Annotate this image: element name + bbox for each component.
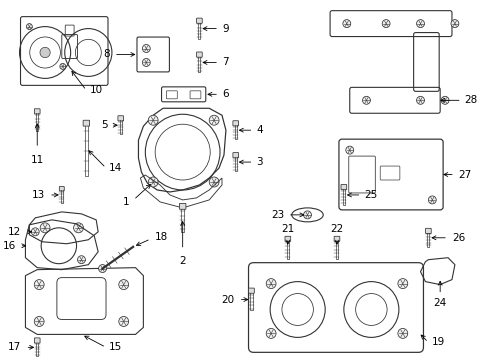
Text: 24: 24 bbox=[434, 298, 447, 307]
FancyBboxPatch shape bbox=[34, 109, 40, 114]
Circle shape bbox=[343, 20, 351, 28]
Circle shape bbox=[34, 316, 44, 327]
Circle shape bbox=[31, 228, 39, 236]
Text: 15: 15 bbox=[109, 342, 122, 352]
Text: 10: 10 bbox=[89, 85, 102, 95]
Circle shape bbox=[266, 328, 276, 338]
Text: 17: 17 bbox=[8, 342, 22, 352]
Text: 28: 28 bbox=[465, 95, 478, 105]
Text: 3: 3 bbox=[256, 157, 263, 167]
Circle shape bbox=[209, 177, 219, 187]
Circle shape bbox=[398, 328, 408, 338]
FancyBboxPatch shape bbox=[233, 153, 239, 158]
Circle shape bbox=[40, 223, 50, 233]
Text: 2: 2 bbox=[179, 256, 186, 266]
Circle shape bbox=[119, 280, 129, 289]
Text: 12: 12 bbox=[8, 227, 22, 237]
Text: 1: 1 bbox=[123, 197, 130, 207]
Text: 22: 22 bbox=[330, 224, 343, 234]
Circle shape bbox=[143, 58, 150, 67]
Circle shape bbox=[451, 20, 459, 28]
Text: 19: 19 bbox=[432, 337, 445, 347]
Circle shape bbox=[143, 45, 150, 53]
FancyBboxPatch shape bbox=[425, 228, 431, 234]
Text: 14: 14 bbox=[109, 163, 122, 173]
Circle shape bbox=[98, 265, 106, 273]
FancyBboxPatch shape bbox=[59, 186, 64, 191]
FancyBboxPatch shape bbox=[334, 236, 340, 242]
FancyBboxPatch shape bbox=[233, 121, 239, 126]
FancyBboxPatch shape bbox=[285, 236, 291, 242]
Circle shape bbox=[266, 279, 276, 289]
Circle shape bbox=[441, 96, 449, 104]
Text: 13: 13 bbox=[32, 190, 45, 200]
Text: 20: 20 bbox=[221, 294, 235, 305]
FancyBboxPatch shape bbox=[196, 52, 202, 57]
Circle shape bbox=[34, 280, 44, 289]
Circle shape bbox=[382, 20, 390, 28]
Circle shape bbox=[77, 256, 85, 264]
FancyBboxPatch shape bbox=[196, 18, 202, 23]
Circle shape bbox=[26, 24, 32, 30]
Text: 18: 18 bbox=[155, 232, 168, 242]
FancyBboxPatch shape bbox=[34, 338, 40, 343]
FancyBboxPatch shape bbox=[248, 288, 254, 293]
Text: 9: 9 bbox=[222, 24, 229, 33]
Circle shape bbox=[398, 279, 408, 289]
Text: 8: 8 bbox=[103, 49, 110, 59]
Circle shape bbox=[74, 223, 83, 233]
Text: 25: 25 bbox=[365, 190, 378, 200]
Circle shape bbox=[119, 316, 129, 327]
Circle shape bbox=[40, 47, 50, 58]
FancyBboxPatch shape bbox=[179, 203, 186, 209]
Text: 27: 27 bbox=[458, 170, 471, 180]
Circle shape bbox=[428, 196, 436, 204]
FancyBboxPatch shape bbox=[341, 184, 347, 190]
Text: 16: 16 bbox=[2, 241, 16, 251]
Circle shape bbox=[346, 146, 354, 154]
Text: 7: 7 bbox=[222, 58, 229, 67]
Circle shape bbox=[363, 96, 370, 104]
Circle shape bbox=[304, 211, 312, 219]
Text: 6: 6 bbox=[222, 89, 229, 99]
Circle shape bbox=[148, 177, 158, 187]
FancyBboxPatch shape bbox=[118, 116, 123, 121]
Text: 21: 21 bbox=[281, 224, 294, 234]
Circle shape bbox=[148, 115, 158, 125]
Text: 5: 5 bbox=[101, 120, 108, 130]
Text: 11: 11 bbox=[30, 155, 44, 165]
Text: 26: 26 bbox=[452, 233, 465, 243]
Circle shape bbox=[60, 63, 66, 69]
Circle shape bbox=[416, 20, 424, 28]
Text: 23: 23 bbox=[271, 210, 285, 220]
Text: 4: 4 bbox=[256, 125, 263, 135]
FancyBboxPatch shape bbox=[83, 120, 90, 126]
Circle shape bbox=[416, 96, 424, 104]
Circle shape bbox=[209, 115, 219, 125]
